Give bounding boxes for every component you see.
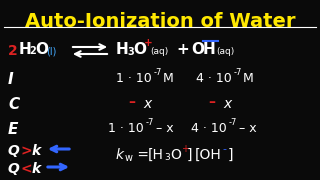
Text: x: x: [223, 97, 231, 111]
Text: M: M: [243, 72, 254, 85]
Text: -: -: [222, 144, 226, 154]
Text: Q: Q: [8, 162, 20, 176]
Text: k: k: [116, 148, 124, 162]
Text: 4 · 10: 4 · 10: [191, 122, 227, 135]
Text: I: I: [8, 72, 14, 87]
Text: E: E: [8, 122, 18, 137]
Text: O: O: [170, 148, 181, 162]
Text: -7: -7: [146, 118, 154, 127]
Text: -7: -7: [234, 68, 242, 77]
Text: 3: 3: [127, 47, 134, 57]
Text: 1 · 10: 1 · 10: [116, 72, 152, 85]
Text: =: =: [133, 148, 153, 162]
Text: 2: 2: [29, 46, 36, 56]
Text: O: O: [191, 42, 204, 57]
Text: –: –: [128, 95, 135, 109]
Text: 2: 2: [8, 44, 18, 58]
Text: [H: [H: [148, 148, 164, 162]
Text: -7: -7: [154, 68, 162, 77]
Text: O: O: [35, 42, 48, 57]
Text: -7: -7: [229, 118, 237, 127]
Text: 4 · 10: 4 · 10: [196, 72, 232, 85]
Text: +: +: [144, 38, 153, 48]
Text: ]: ]: [187, 148, 193, 162]
Text: H: H: [116, 42, 129, 57]
Text: H: H: [19, 42, 32, 57]
Text: +: +: [176, 42, 189, 57]
Text: – x: – x: [239, 122, 257, 135]
Text: (aq): (aq): [216, 47, 234, 56]
Text: Auto-Ionization of Water: Auto-Ionization of Water: [25, 12, 295, 31]
Text: >: >: [21, 144, 33, 158]
Text: H: H: [203, 42, 216, 57]
Text: C: C: [8, 97, 19, 112]
Text: [OH: [OH: [195, 148, 222, 162]
Text: x: x: [143, 97, 151, 111]
Text: M: M: [163, 72, 174, 85]
Text: 1 · 10: 1 · 10: [108, 122, 144, 135]
Text: ]: ]: [228, 148, 234, 162]
Text: (l): (l): [46, 46, 56, 56]
Text: 3: 3: [164, 153, 170, 162]
Text: Q: Q: [8, 144, 20, 158]
Text: (aq): (aq): [150, 47, 168, 56]
Text: +: +: [181, 144, 189, 154]
Text: O: O: [133, 42, 146, 57]
Text: <: <: [21, 162, 33, 176]
Text: k: k: [32, 162, 41, 176]
Text: k: k: [32, 144, 41, 158]
Text: w: w: [125, 153, 133, 163]
Text: –: –: [208, 95, 215, 109]
Text: – x: – x: [156, 122, 174, 135]
